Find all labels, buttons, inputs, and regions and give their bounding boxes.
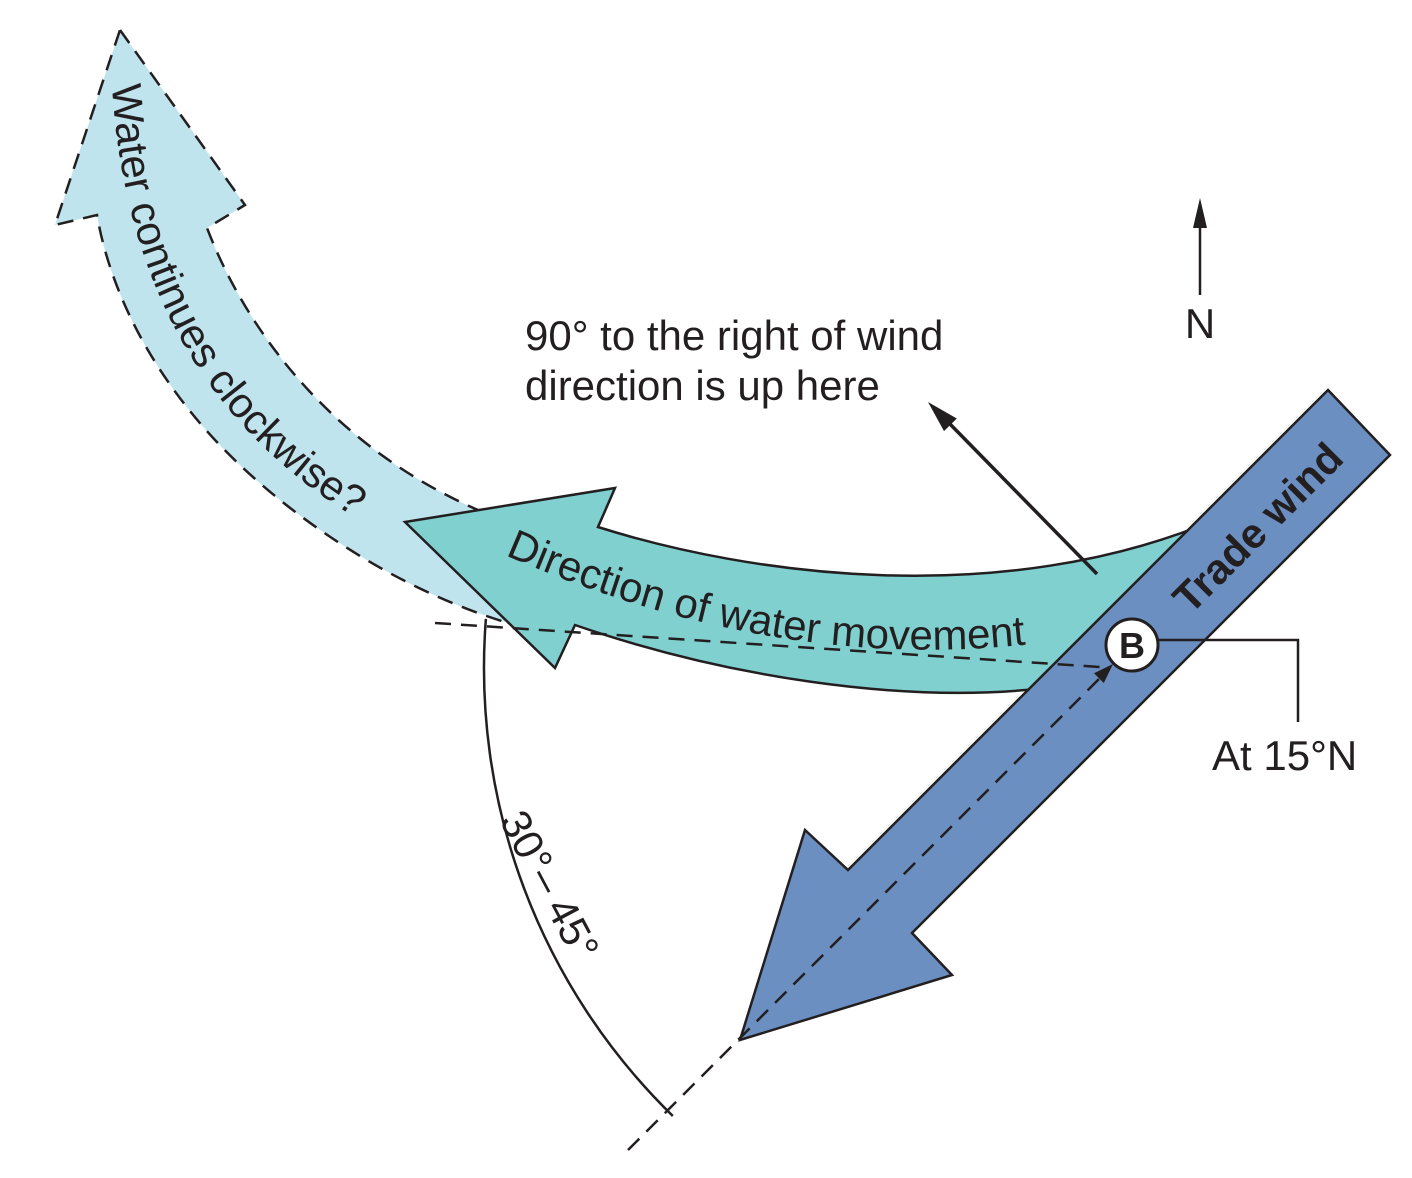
point-b-label: B	[1119, 625, 1145, 666]
point-b-marker	[1104, 617, 1160, 673]
deflection-angle-arc	[482, 618, 674, 1117]
right-angle-pointer	[928, 402, 1099, 576]
right-angle-arrowhead-icon	[928, 402, 957, 432]
right-angle-note-line1: 90° to the right of wind	[525, 312, 943, 359]
wind-direction-dashed-line	[627, 678, 1100, 1151]
right-angle-pointer-shaft	[948, 422, 1099, 576]
water-direction-dashed-line	[434, 621, 1101, 669]
deflection-angle-label: 30°– 45°	[491, 803, 609, 968]
latitude-label: At 15°N	[1212, 732, 1357, 779]
clockwise-circulation-arrow	[53, 27, 507, 624]
latitude-leader-line	[1158, 638, 1300, 722]
north-arrowhead-icon	[1193, 198, 1207, 228]
north-arrow	[1193, 198, 1207, 295]
right-angle-note-line2: direction is up here	[525, 362, 880, 409]
trade-wind-arrow	[738, 388, 1392, 1042]
north-label: N	[1185, 300, 1215, 347]
wind-direction-arrowhead	[1094, 664, 1113, 683]
